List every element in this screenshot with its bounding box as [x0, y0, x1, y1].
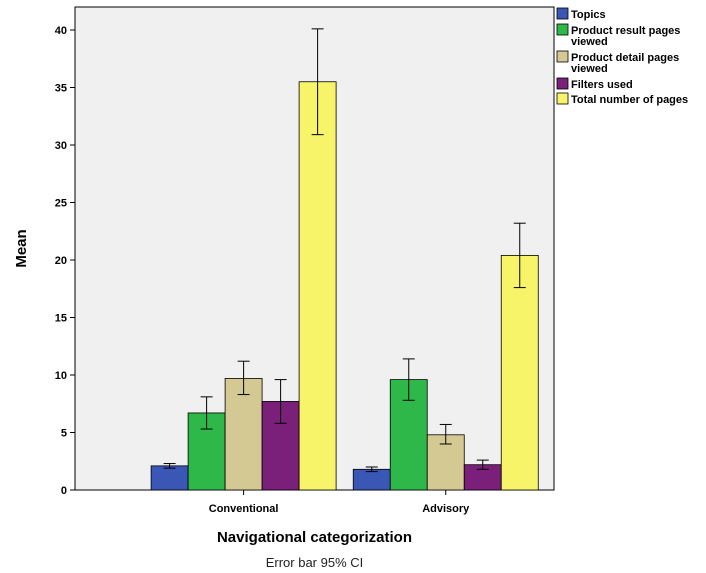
- bars-group: [150, 28, 539, 491]
- y-tick-label: 40: [55, 25, 67, 37]
- y-axis: 0 5 10 15 20 25 30 35 40: [55, 25, 75, 497]
- bar: [150, 465, 189, 491]
- legend-swatch: [556, 92, 569, 105]
- legend-entry: Total number of pages: [571, 94, 688, 106]
- x-tick-label: Advisory: [422, 503, 470, 515]
- y-tick-label: 30: [55, 140, 67, 152]
- y-tick-label: 15: [55, 313, 67, 325]
- y-tick-label: 10: [55, 370, 67, 382]
- bar: [500, 254, 539, 491]
- legend-entry: Filters used: [571, 79, 633, 91]
- bar: [298, 81, 337, 491]
- error-bar-note: Error bar 95% CI: [266, 555, 364, 570]
- legend-swatch: [556, 50, 569, 63]
- legend: Topics Product result pages viewed Product …: [556, 7, 688, 106]
- y-tick-label: 0: [61, 485, 67, 497]
- y-tick-label: 20: [55, 255, 67, 267]
- legend-swatch: [556, 7, 569, 20]
- y-axis-label: Mean: [13, 229, 30, 267]
- legend-entry: Topics: [571, 9, 606, 21]
- legend-swatch: [556, 77, 569, 90]
- y-tick-label: 35: [55, 83, 67, 95]
- legend-entry: Product result pages viewed: [571, 25, 680, 48]
- legend-entry: Product detail pages viewed: [571, 52, 679, 75]
- bar: [352, 468, 391, 491]
- x-axis-label: Navigational categorization: [217, 529, 412, 546]
- bar: [224, 378, 263, 491]
- legend-swatch: [556, 23, 569, 36]
- x-tick-label: Conventional: [209, 503, 279, 515]
- y-tick-label: 25: [55, 198, 67, 210]
- y-tick-label: 5: [61, 428, 67, 440]
- x-axis: Conventional Advisory: [209, 490, 470, 515]
